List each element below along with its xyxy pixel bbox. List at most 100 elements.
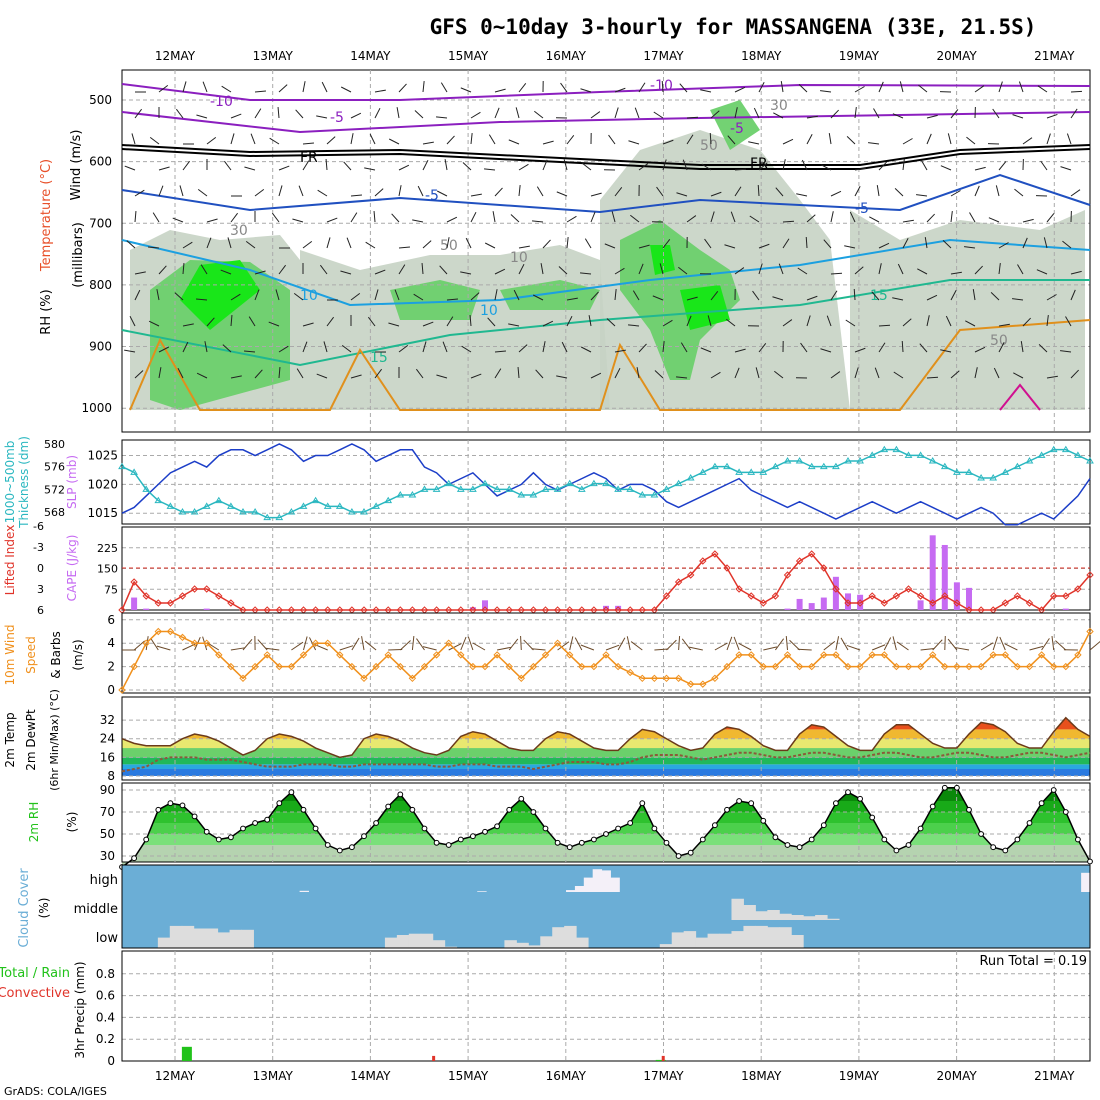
wind10m-speed-line-point [529, 662, 538, 671]
lifted-index-line-point [1074, 585, 1082, 593]
rh-line-point [808, 836, 815, 843]
wind10m-barb [681, 638, 692, 651]
wind-barb [806, 295, 818, 301]
cape-bar [469, 607, 476, 610]
wind-barb [254, 108, 262, 119]
wind-barb [917, 268, 928, 275]
cloud-cell [1081, 872, 1091, 892]
wind-barb [134, 289, 141, 301]
cape-bar [917, 600, 924, 610]
precip-ytick: 0.2 [96, 1032, 115, 1046]
wind-barb [710, 110, 720, 119]
cape-bar [615, 605, 622, 610]
panel-cloud-cover: high middle low Cloud Cover (%) [17, 864, 1091, 949]
li-ytick: 6 [37, 604, 44, 617]
wind-barb [204, 341, 208, 353]
wind-barb [1046, 213, 1055, 223]
wind10m-speed-line-point [711, 674, 719, 683]
isotherm-line [121, 279, 1090, 367]
rh-line-point [1026, 820, 1033, 826]
wind-barb [182, 160, 191, 171]
wind-barb [614, 289, 617, 301]
wind-barb [182, 323, 194, 327]
thickness-line-point [529, 491, 538, 498]
wind-barb [758, 243, 770, 249]
wind-barb [1070, 90, 1083, 93]
wind-barb [388, 322, 400, 327]
contour-label: 30 [770, 98, 788, 114]
wind10m-speed-line-point [662, 674, 671, 683]
contour-label: 15 [870, 288, 888, 304]
wind-barb [662, 139, 674, 145]
temp-band [122, 757, 1090, 765]
temp-ytick: 32 [100, 713, 115, 727]
wind-barb [1046, 375, 1058, 379]
top-date-label: 15MAY [448, 49, 489, 63]
lifted-index-line [121, 553, 1091, 611]
cloud-cell [779, 913, 792, 920]
wind10m-speed-line-point [674, 674, 683, 683]
wind-barb [676, 376, 688, 379]
wind-barb [727, 135, 736, 145]
wind-barb [869, 216, 880, 223]
cloud-cell [592, 869, 603, 892]
cloud-cell [601, 870, 611, 892]
wind10m-speed-line-point [263, 651, 271, 659]
wind-barb [1022, 237, 1028, 249]
wind-barb [422, 321, 434, 327]
wind-barb [462, 162, 472, 171]
wind-barb [534, 110, 544, 119]
wind-barb [998, 263, 1001, 275]
wind-barb [158, 166, 170, 171]
thickness-line-point [614, 485, 622, 492]
wind10m-barb [947, 638, 958, 651]
thickness-line-point [590, 479, 598, 487]
rh-frame [121, 782, 1091, 863]
wind10m-speed-line-point [989, 651, 997, 659]
wind10m-speed-line-point [735, 651, 743, 659]
thickness-line-point [287, 508, 296, 515]
wind-barb [484, 168, 496, 171]
rh-line-point [627, 820, 634, 826]
cloud-cell [683, 931, 697, 948]
wind-barb [821, 164, 832, 171]
rh-line-point [869, 814, 876, 821]
wind10m-speed-line-point [941, 662, 949, 671]
wind10m-barb [1055, 640, 1067, 651]
thickness-line-point [202, 502, 211, 509]
wind-barb [436, 374, 448, 379]
wind10m-barb [617, 637, 626, 651]
wind10m-speed-line-point [856, 662, 864, 671]
wind-barb [926, 315, 930, 327]
wind-barb [412, 219, 424, 223]
panel-slp-thickness: 1015 1020 1025 568 572 576 580 1000~500mb Thickn… [3, 436, 1094, 529]
thickness-line-point [723, 462, 731, 470]
wind-barb [510, 214, 520, 223]
slp-frame [121, 439, 1091, 525]
thickness-line-point [1025, 457, 1034, 464]
wind10m-speed-line-point [578, 662, 586, 671]
wind-barb [614, 87, 626, 93]
wind-barb [197, 188, 208, 197]
wind-barb [758, 162, 768, 171]
wind-barb [374, 188, 384, 197]
thickness-line-point [396, 491, 405, 498]
wind10m-speed-line-point [420, 662, 429, 671]
rh-line-point [445, 842, 452, 848]
lifted-index-line-point [1025, 599, 1034, 607]
precip-ytick: 0.8 [96, 967, 115, 981]
wind-barb [156, 289, 160, 301]
wind-barb [182, 241, 193, 249]
wind10m-speed-line-point [154, 627, 163, 636]
thickness-line-point [444, 479, 453, 487]
lifted-index-line-point [154, 599, 163, 607]
wind-barb [563, 159, 568, 171]
thickness-line-point [868, 451, 877, 458]
rh-line-point [373, 820, 380, 826]
thickness-line-point [686, 474, 695, 481]
wind-barb [749, 215, 760, 223]
cape-bar [820, 597, 827, 610]
wind-barb [614, 367, 621, 379]
wind-barb [902, 318, 912, 327]
